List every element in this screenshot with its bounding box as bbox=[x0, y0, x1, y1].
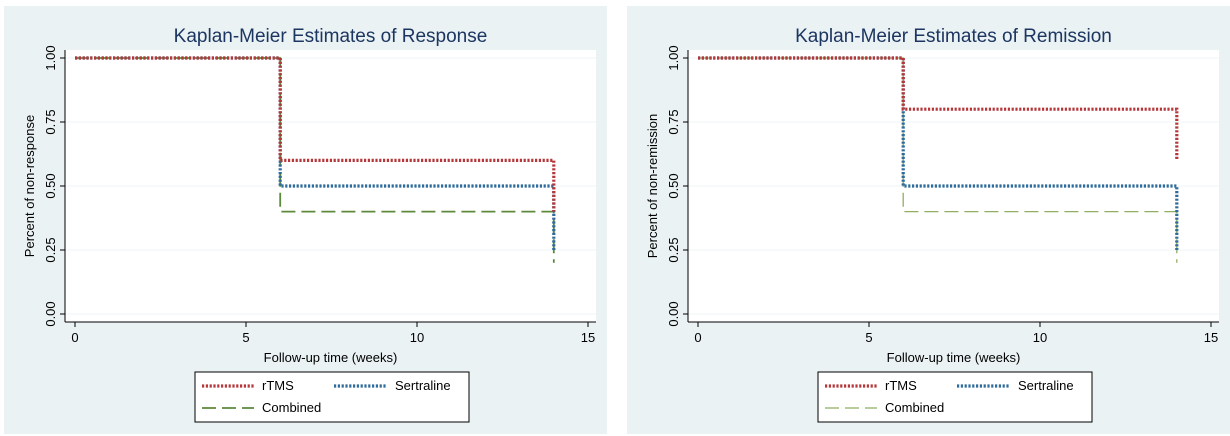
x-tick-label: 0 bbox=[694, 330, 701, 345]
chart-title: Kaplan-Meier Estimates of Remission bbox=[795, 26, 1112, 47]
series-line-rtms bbox=[75, 56, 556, 212]
legend-box bbox=[817, 371, 1093, 423]
y-tick-label: 1.00 bbox=[43, 45, 58, 70]
y-tick-label: 0.25 bbox=[666, 237, 681, 262]
legend: rTMS Sertraline Combined bbox=[194, 371, 470, 423]
x-tick-label: 10 bbox=[410, 330, 424, 345]
legend-label-rtms: rTMS bbox=[885, 378, 917, 393]
legend-label-combined: Combined bbox=[262, 400, 321, 415]
y-tick-label: 0.25 bbox=[43, 237, 58, 262]
x-tick-label: 5 bbox=[865, 330, 872, 345]
x-axis-label: Follow-up time (weeks) bbox=[264, 350, 398, 365]
legend-label-rtms: rTMS bbox=[262, 378, 294, 393]
chart-panel-remission: Kaplan-Meier Estimates of Remission 0.00 0… bbox=[627, 6, 1230, 434]
legend-label-sertraline: Sertraline bbox=[395, 378, 451, 393]
legend-label-combined: Combined bbox=[885, 400, 944, 415]
y-axis-label: Percent of non-response bbox=[22, 115, 37, 257]
y-tick-label: 0.75 bbox=[43, 109, 58, 134]
x-tick-label: 15 bbox=[1204, 330, 1218, 345]
y-tick-label: 0.75 bbox=[666, 109, 681, 134]
x-tick-label: 10 bbox=[1033, 330, 1047, 345]
legend: rTMS Sertraline Combined bbox=[817, 371, 1093, 423]
km-chart-response: Kaplan-Meier Estimates of Response 0.00 0.… bbox=[22, 26, 596, 423]
legend-box bbox=[194, 371, 470, 423]
series-line-combined bbox=[75, 57, 555, 263]
chart-title: Kaplan-Meier Estimates of Response bbox=[174, 26, 488, 47]
legend-label-sertraline: Sertraline bbox=[1018, 378, 1074, 393]
y-tick-label: 0.50 bbox=[666, 173, 681, 198]
x-tick-label: 15 bbox=[581, 330, 595, 345]
y-tick-label: 0.50 bbox=[43, 173, 58, 198]
chart-panel-response: Kaplan-Meier Estimates of Response 0.00 0.… bbox=[4, 6, 607, 434]
km-chart-remission: Kaplan-Meier Estimates of Remission 0.00 0… bbox=[645, 26, 1219, 423]
y-axis-label: Percent of non-remission bbox=[645, 114, 660, 259]
y-tick-label: 0.00 bbox=[43, 301, 58, 326]
x-axis-label: Follow-up time (weeks) bbox=[887, 350, 1021, 365]
x-tick-label: 5 bbox=[242, 330, 249, 345]
y-tick-label: 1.00 bbox=[666, 45, 681, 70]
y-tick-label: 0.00 bbox=[666, 301, 681, 326]
x-tick-label: 0 bbox=[71, 330, 78, 345]
series-line-combined bbox=[698, 57, 1178, 263]
